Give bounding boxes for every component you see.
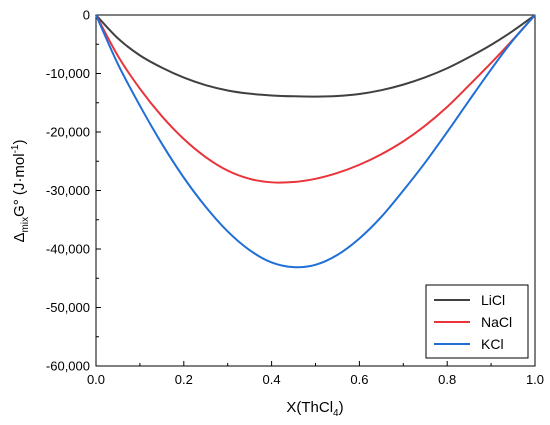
x-tick-label: 1.0	[526, 372, 544, 387]
series-line-nacl	[95, 14, 536, 184]
legend: LiCl NaCl KCl	[425, 284, 529, 359]
y-tick-label: -50,000	[46, 300, 90, 315]
x-tick-label: 0.8	[438, 372, 456, 387]
legend-label-licl: LiCl	[481, 292, 505, 308]
x-tick-label: 0.2	[175, 372, 193, 387]
y-tick-label: -10,000	[46, 66, 90, 81]
y-tick-label: -60,000	[46, 359, 90, 374]
axis-ticks: 0.0 0.2 0.4 0.6 0.8 1.0 0 -10,000 -20,000 -30,000…	[46, 8, 544, 388]
series-lines	[95, 14, 536, 269]
x-tick-label: 0.0	[87, 372, 105, 387]
x-tick-label: 0.6	[350, 372, 368, 387]
y-axis-title: ΔmixG° (J·mol-1)	[10, 140, 31, 243]
y-tick-label: -20,000	[46, 125, 90, 140]
legend-label-kcl: KCl	[481, 336, 504, 352]
x-axis-title: X(ThCl4)	[286, 399, 343, 419]
series-line-licl	[95, 14, 536, 98]
x-tick-label: 0.4	[263, 372, 281, 387]
y-tick-label: -30,000	[46, 183, 90, 198]
series-line-kcl	[95, 14, 536, 269]
legend-label-nacl: NaCl	[481, 314, 512, 330]
y-tick-label: -40,000	[46, 242, 90, 257]
y-tick-label: 0	[83, 8, 90, 23]
